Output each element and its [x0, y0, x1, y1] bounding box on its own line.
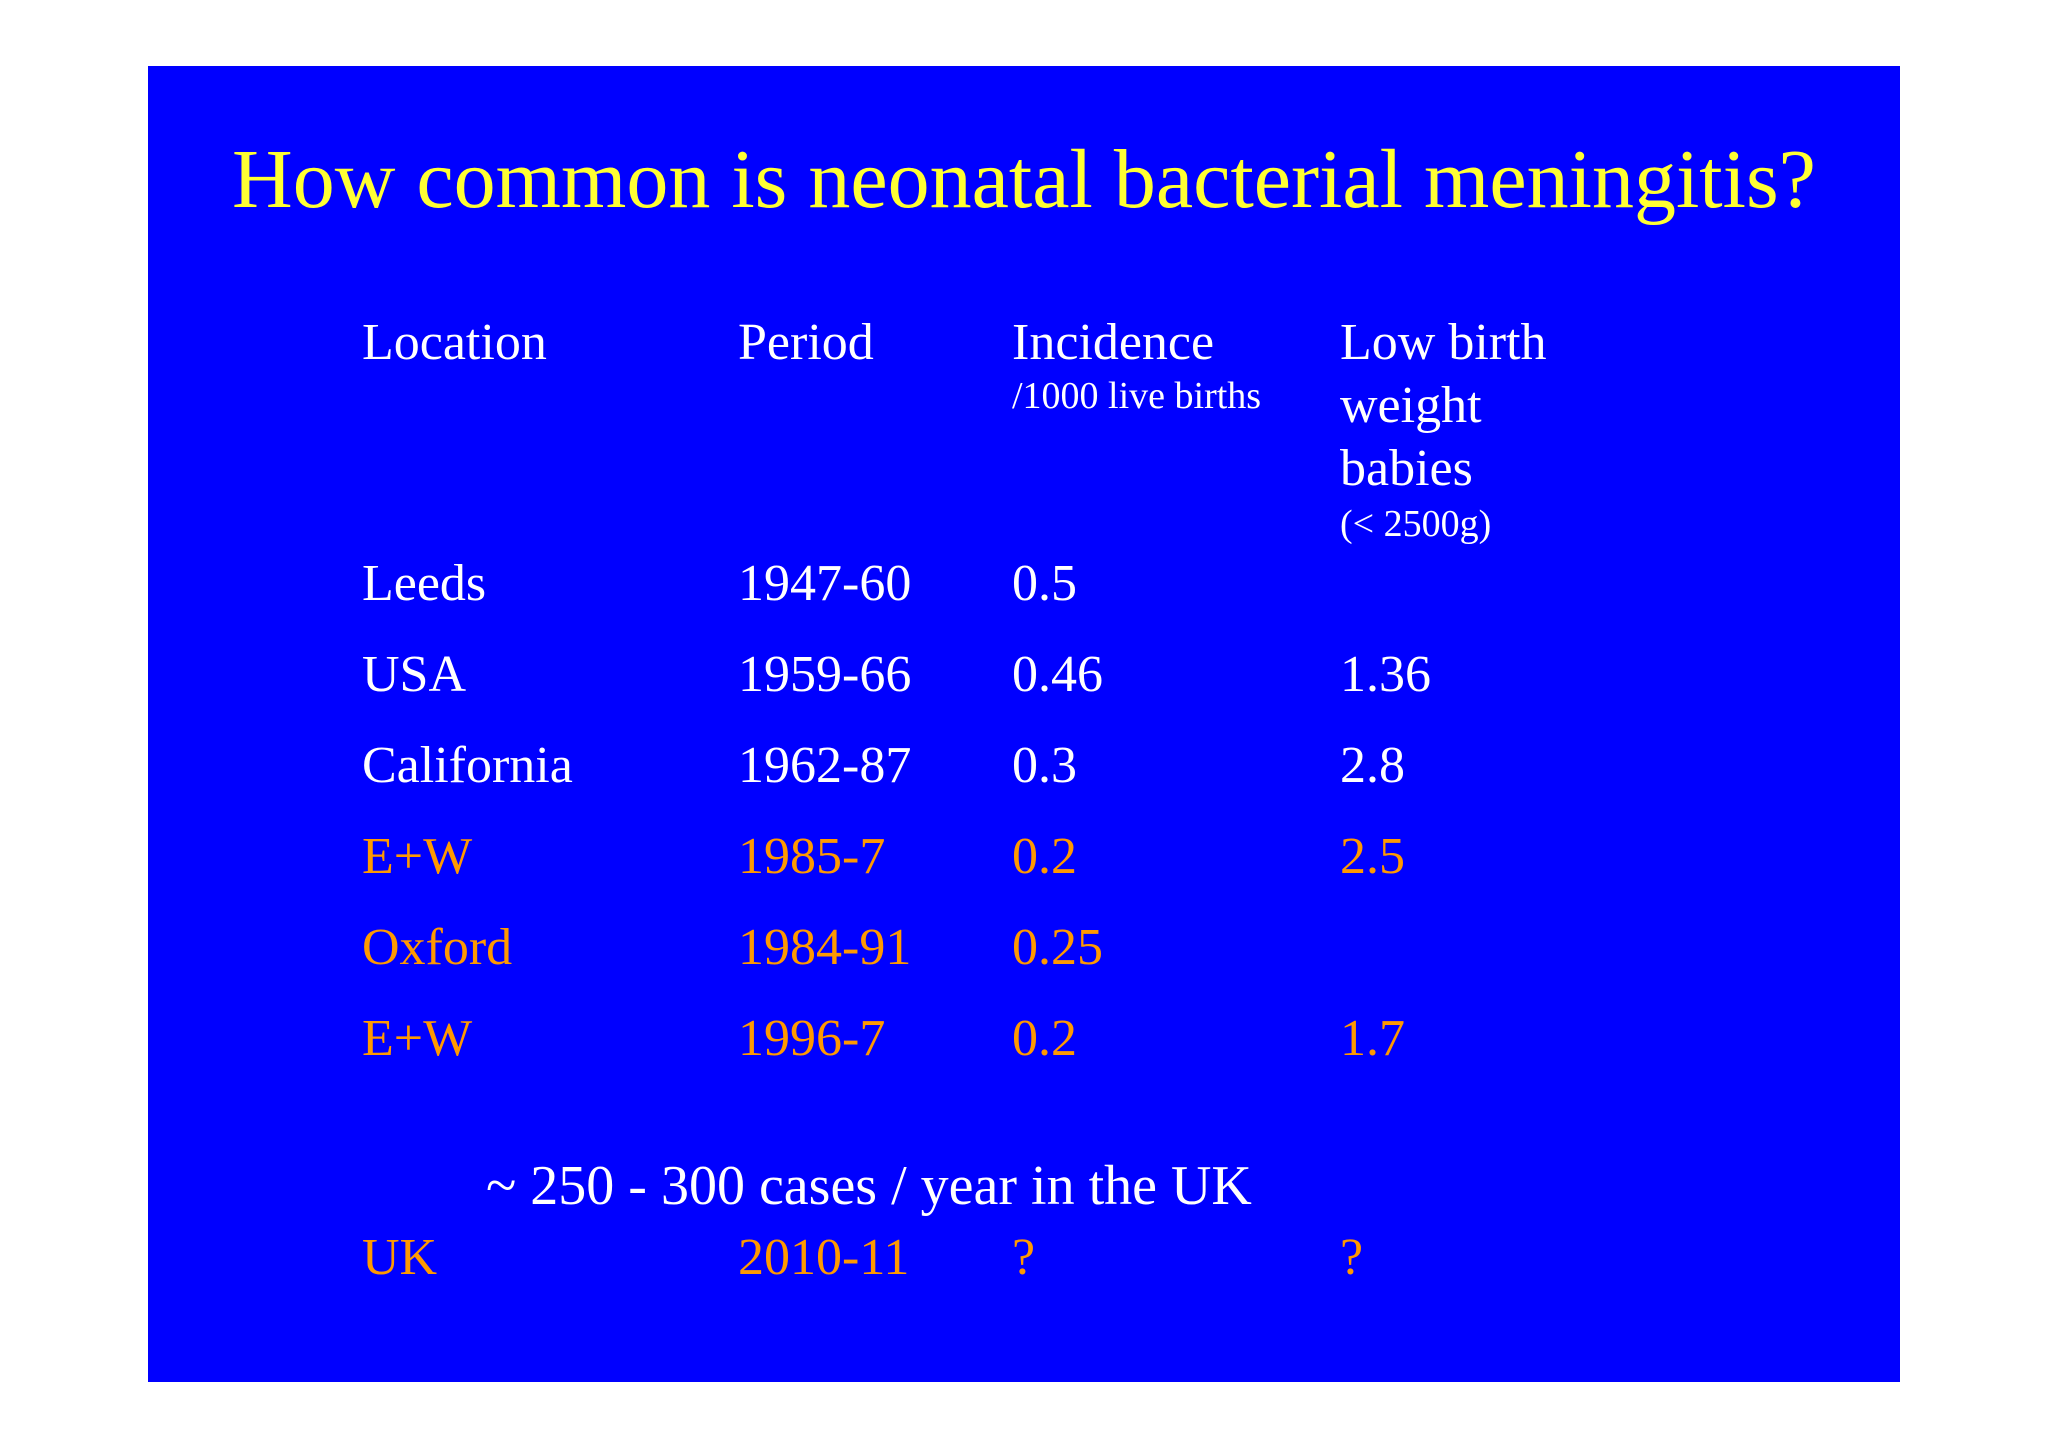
- table-row-3-incidence: 0.2: [1012, 828, 1077, 885]
- final-row-location: UK: [362, 1229, 438, 1286]
- table-row-0-incidence: 0.5: [1012, 555, 1077, 612]
- final-row-lbw: ?: [1340, 1229, 1364, 1286]
- header-lbw-line2: weight: [1340, 377, 1482, 434]
- table-row-2-period: 1962-87: [738, 737, 912, 794]
- table-row-1-incidence: 0.46: [1012, 646, 1103, 703]
- header-period: Period: [738, 314, 874, 371]
- table-row-1-location: USA: [362, 646, 467, 703]
- table-row-1-period: 1959-66: [738, 646, 912, 703]
- table-row-0-period: 1947-60: [738, 555, 912, 612]
- final-row-incidence: ?: [1012, 1229, 1036, 1286]
- header-lbw-unit: (< 2500g): [1340, 503, 1492, 545]
- table-row-3-lbw: 2.5: [1340, 828, 1405, 885]
- slide: How common is neonatal bacterial meningi…: [148, 66, 1900, 1382]
- header-location: Location: [362, 314, 547, 371]
- table-row-2-location: California: [362, 737, 573, 794]
- cases-note: ~ 250 - 300 cases / year in the UK: [486, 1155, 1252, 1217]
- table-row-5-period: 1996-7: [738, 1010, 886, 1067]
- header-lbw-line1: Low birth: [1340, 314, 1547, 371]
- table-row-3-location: E+W: [362, 828, 473, 885]
- table-row-4-incidence: 0.25: [1012, 919, 1103, 976]
- final-row-period: 2010-11: [738, 1229, 910, 1286]
- slide-title: How common is neonatal bacterial meningi…: [232, 133, 1816, 226]
- table-row-1-lbw: 1.36: [1340, 646, 1431, 703]
- table-row-0-location: Leeds: [362, 555, 487, 612]
- table-row-2-incidence: 0.3: [1012, 737, 1077, 794]
- table-row-5-lbw: 1.7: [1340, 1010, 1405, 1067]
- table-row-3-period: 1985-7: [738, 828, 886, 885]
- table-row-5-location: E+W: [362, 1010, 473, 1067]
- table-row-4-location: Oxford: [362, 919, 513, 976]
- header-incidence: Incidence: [1012, 314, 1215, 371]
- table-row-2-lbw: 2.8: [1340, 737, 1405, 794]
- table-row-5-incidence: 0.2: [1012, 1010, 1077, 1067]
- header-incidence-unit: /1000 live births: [1012, 375, 1262, 417]
- header-lbw-line3: babies: [1340, 440, 1473, 497]
- table-row-4-period: 1984-91: [738, 919, 912, 976]
